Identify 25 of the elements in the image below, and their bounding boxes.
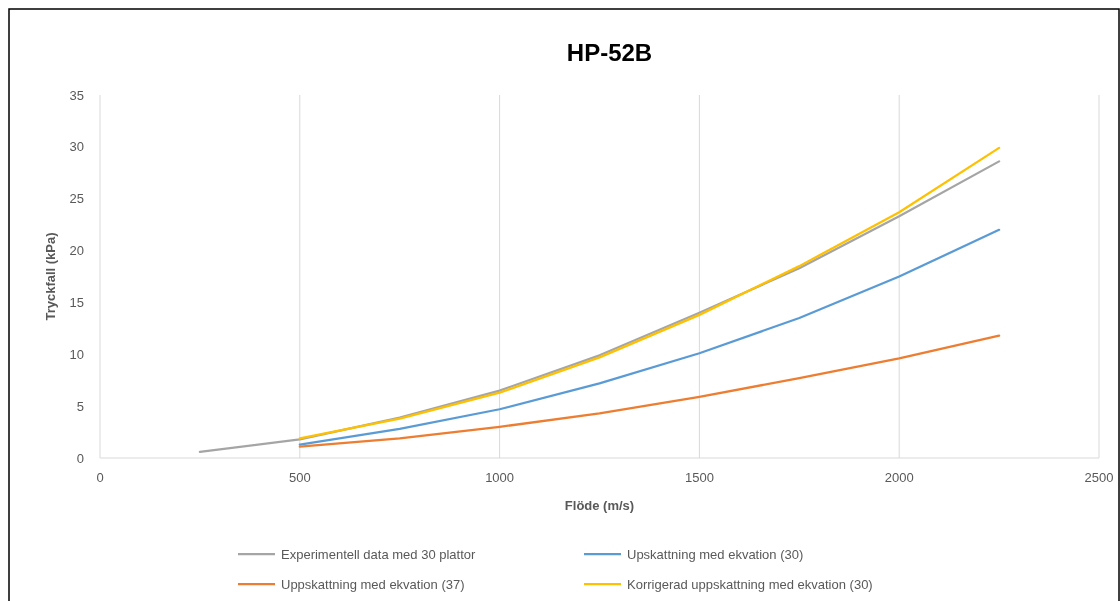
y-tick-label: 10 xyxy=(69,346,84,362)
chart-title: HP-52B xyxy=(566,39,653,66)
y-tick-label: 15 xyxy=(69,294,84,310)
legend-label: Upskattning med ekvation (30) xyxy=(627,546,804,562)
line-series xyxy=(198,160,1001,453)
x-tick-label: 500 xyxy=(288,470,311,485)
y-tick-label: 5 xyxy=(76,398,84,414)
line-series xyxy=(298,228,1001,446)
y-tick-label: 25 xyxy=(69,191,84,207)
legend-label: Korrigerad uppskattning med ekvation (30) xyxy=(627,576,873,592)
y-tick-label: 35 xyxy=(69,87,84,103)
y-tick-label: 20 xyxy=(69,243,84,259)
x-tick-label: 2500 xyxy=(1084,470,1114,485)
legend-label: Uppskattning med ekvation (37) xyxy=(281,576,465,592)
x-tick-label: 2000 xyxy=(884,470,914,485)
x-tick-label: 1500 xyxy=(684,470,714,485)
y-tick-label: 0 xyxy=(76,450,84,466)
y-tick-label: 30 xyxy=(69,139,84,155)
legend-label: Experimentell data med 30 plattor xyxy=(281,546,477,562)
y-axis-title: Tryckfall (kPa) xyxy=(43,232,58,321)
line-series xyxy=(298,334,1001,448)
line-series xyxy=(298,146,1001,440)
x-tick-label: 0 xyxy=(96,470,104,485)
x-tick-label: 1000 xyxy=(485,470,515,485)
x-axis-title: Flöde (m/s) xyxy=(564,498,635,513)
